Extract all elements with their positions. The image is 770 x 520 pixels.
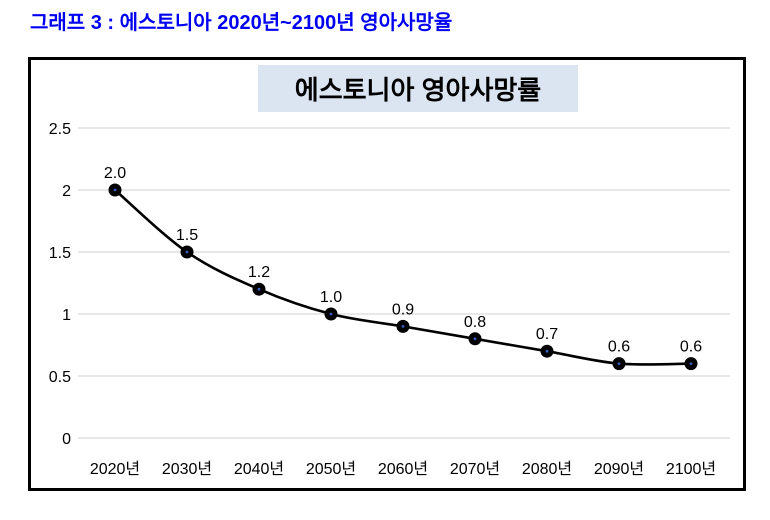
- x-axis-tick-label: 2030년: [162, 460, 212, 478]
- data-point-marker-center: [257, 287, 261, 291]
- data-label: 0.6: [608, 339, 630, 356]
- data-label: 0.9: [392, 301, 414, 318]
- data-label: 0.8: [464, 314, 486, 331]
- data-point-marker-center: [113, 188, 117, 192]
- y-axis-tick-label: 2.5: [49, 121, 71, 138]
- x-axis-tick-label: 2050년: [306, 460, 356, 478]
- x-axis-tick-label: 2100년: [666, 460, 716, 478]
- chart-container: 에스토니아 영아사망률 0 0.5 1 1.5 2 2.5 2.0 2020년 1.5 2030년…: [28, 57, 746, 491]
- y-axis-tick-label: 0.5: [49, 369, 71, 386]
- x-axis-tick-label: 2080년: [522, 460, 572, 478]
- data-point-marker-center: [401, 325, 405, 328]
- data-point-marker-center: [473, 337, 477, 341]
- data-point-marker-center: [689, 362, 693, 365]
- series-line: [114, 189, 692, 366]
- data-point-marker-center: [617, 362, 621, 365]
- data-label: 0.7: [536, 326, 558, 343]
- data-point-marker-center: [185, 250, 189, 254]
- x-axis-tick-label: 2040년: [234, 460, 284, 478]
- y-axis-tick-label: 1.5: [49, 245, 71, 262]
- data-label: 1.5: [176, 227, 198, 244]
- y-axis-tick-label: 0: [62, 431, 71, 448]
- y-axis-tick-label: 1: [62, 307, 71, 324]
- data-label: 1.2: [248, 264, 270, 281]
- x-axis-tick-label: 2090년: [594, 460, 644, 478]
- data-label: 1.0: [320, 289, 342, 306]
- data-point-marker-center: [545, 349, 549, 353]
- y-axis-tick-label: 2: [62, 183, 71, 200]
- x-axis-tick-label: 2070년: [450, 460, 500, 478]
- x-axis-tick-label: 2020년: [90, 460, 140, 478]
- chart-title: 에스토니아 영아사망률: [258, 65, 578, 112]
- x-axis-tick-label: 2060년: [378, 460, 428, 478]
- data-label: 2.0: [104, 165, 126, 182]
- data-point-marker-center: [329, 312, 333, 316]
- page-title: 그래프 3 : 에스토니아 2020년~2100년 영아사망율: [30, 12, 453, 34]
- line-chart: 0 0.5 1 1.5 2 2.5 2.0 2020년 1.5 2030년 1.2 2040년 1.0 2…: [49, 121, 730, 478]
- data-label: 0.6: [680, 339, 702, 356]
